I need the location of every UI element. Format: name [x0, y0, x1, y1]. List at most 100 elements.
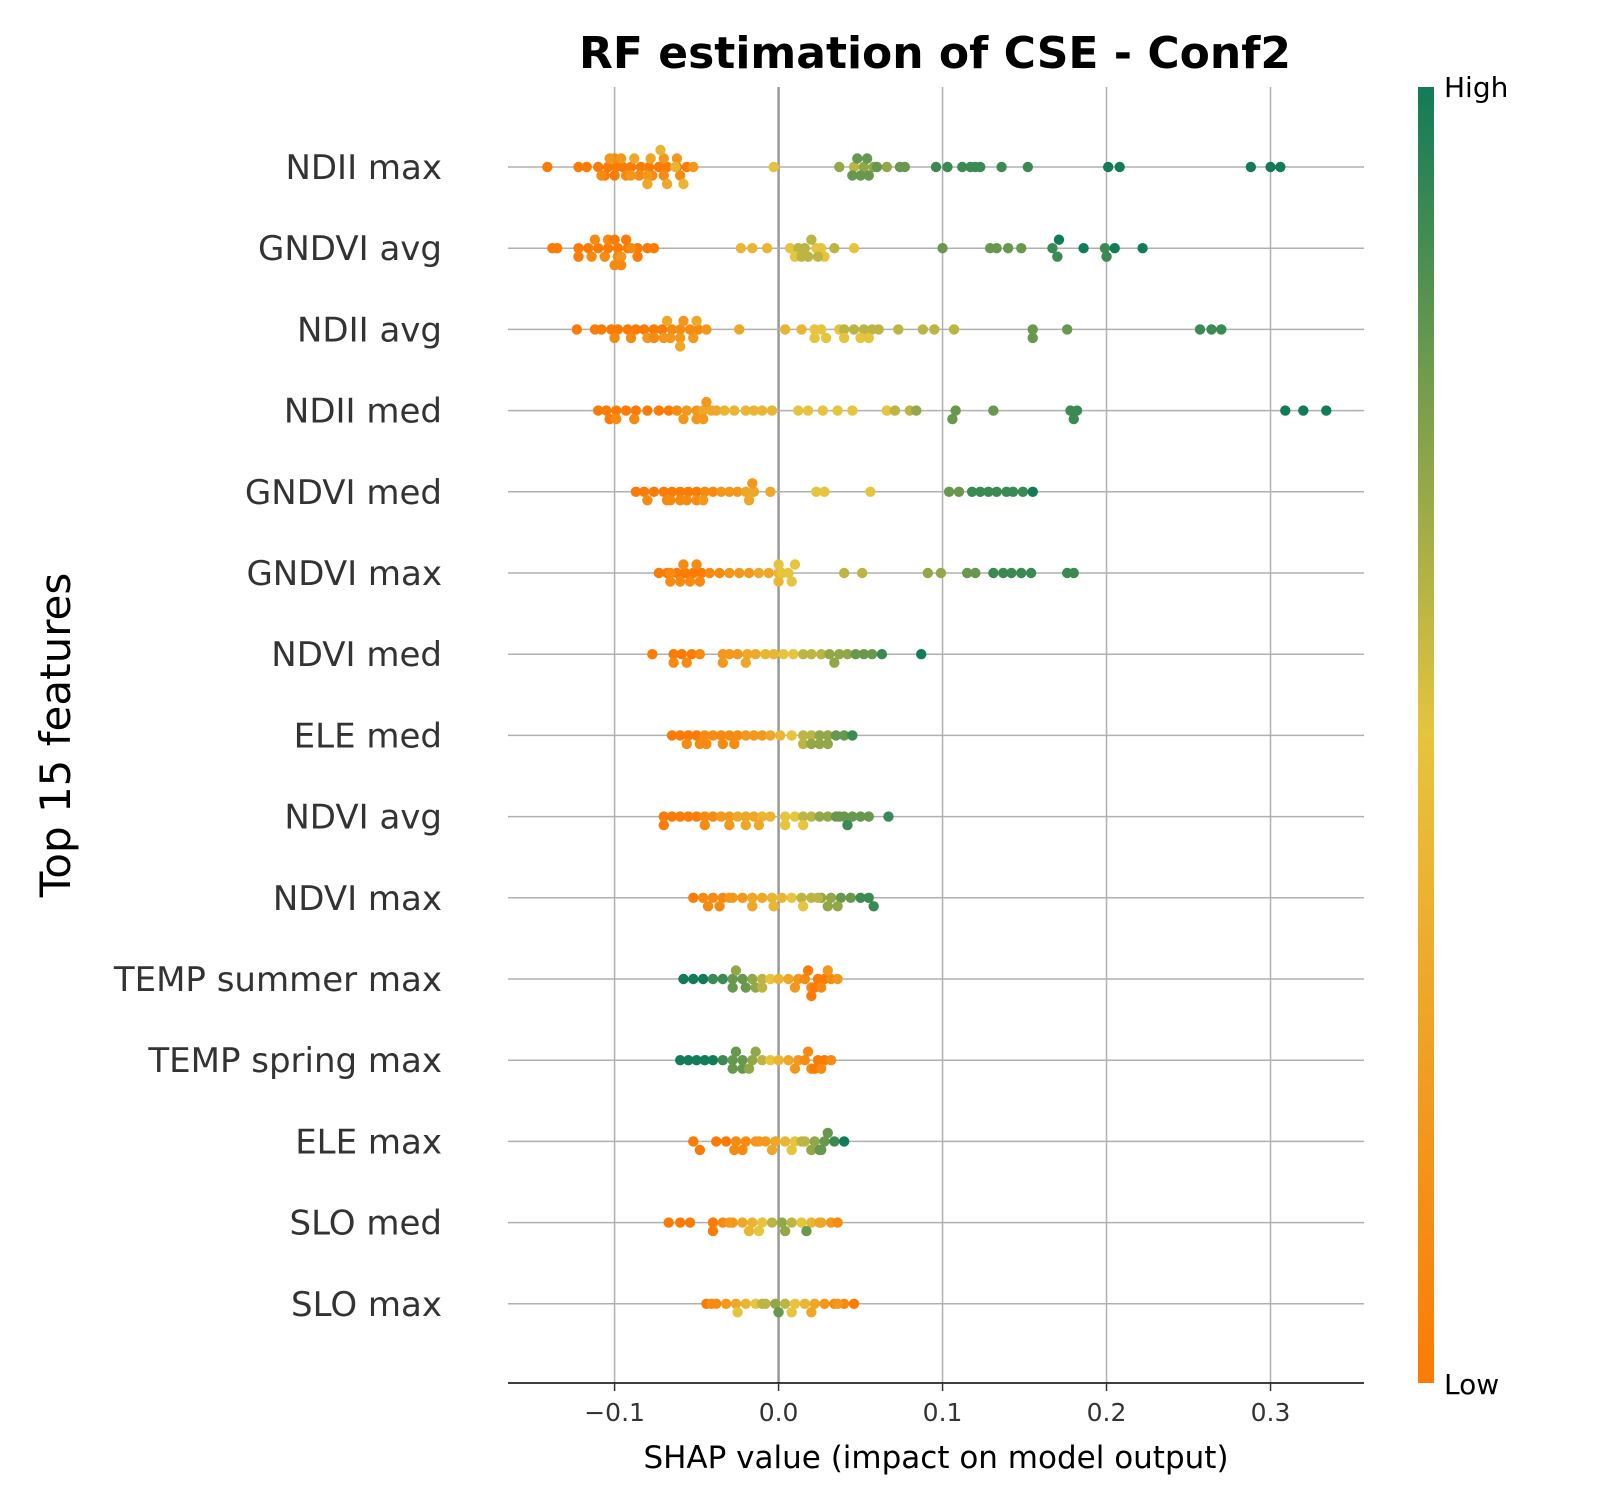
- shap-point: [715, 730, 727, 741]
- shap-point: [635, 161, 647, 173]
- shap-point: [724, 486, 735, 497]
- shap-point: [727, 973, 738, 985]
- shap-point: [848, 1298, 860, 1310]
- shap-point: [699, 811, 710, 822]
- shap-point: [666, 486, 678, 497]
- shap-point: [730, 1298, 742, 1310]
- shap-point: [625, 243, 637, 254]
- shap-point: [1298, 405, 1309, 416]
- shap-point: [855, 332, 866, 344]
- shap-point: [1137, 243, 1148, 254]
- shap-point: [863, 892, 874, 903]
- shap-point: [779, 324, 791, 335]
- shap-point: [793, 405, 804, 416]
- shap-point: [715, 811, 727, 822]
- shap-point: [630, 324, 642, 335]
- shap-point: [583, 243, 594, 254]
- shap-point: [802, 1046, 814, 1057]
- shap-point: [599, 251, 610, 262]
- shap-point: [625, 170, 637, 181]
- shap-point: [648, 332, 660, 344]
- feature-label: NDVI max: [273, 879, 442, 919]
- shap-point: [665, 495, 676, 506]
- shap-point: [747, 478, 758, 489]
- shap-point: [753, 567, 765, 579]
- shap-point: [737, 892, 748, 903]
- feature-label: ELE med: [294, 716, 442, 756]
- shap-point: [674, 730, 686, 741]
- shap-point: [806, 811, 817, 822]
- shap-point: [834, 161, 845, 173]
- shap-point: [929, 324, 940, 335]
- shap-point: [727, 1063, 738, 1074]
- shap-point: [674, 1055, 686, 1066]
- shap-point: [697, 405, 709, 416]
- shap-point: [786, 892, 797, 903]
- x-tick-label: 0.3: [1251, 1398, 1291, 1427]
- shap-point: [855, 811, 866, 822]
- shap-point: [747, 892, 758, 903]
- shap-point: [678, 315, 689, 327]
- shap-point: [756, 1055, 768, 1066]
- shap-point: [825, 892, 837, 903]
- shap-point: [842, 819, 853, 831]
- shap-point: [847, 170, 858, 181]
- shap-point: [806, 738, 817, 750]
- shap-point: [806, 990, 817, 1002]
- shap-point: [699, 486, 710, 497]
- shap-point: [612, 324, 624, 335]
- shap-point: [796, 892, 807, 903]
- shap-point: [761, 243, 773, 254]
- shap-point: [1114, 161, 1125, 173]
- feature-label: NDII med: [284, 392, 442, 432]
- shap-point: [784, 243, 796, 254]
- shap-point: [674, 1217, 686, 1228]
- shap-point: [883, 811, 894, 822]
- shap-point: [881, 161, 893, 173]
- shap-point: [678, 559, 689, 570]
- shap-point: [737, 1217, 748, 1228]
- shap-point: [1027, 332, 1038, 344]
- shap-point: [658, 170, 669, 181]
- shap-point: [988, 405, 999, 416]
- shap-point: [865, 486, 876, 497]
- x-axis-label: SHAP value (impact on model output): [643, 1440, 1228, 1476]
- shap-point: [707, 973, 719, 985]
- feature-label: GNDVI med: [245, 473, 442, 513]
- shap-point: [1068, 413, 1079, 425]
- shap-point: [858, 649, 870, 660]
- shap-point: [950, 405, 961, 416]
- shap-point: [674, 576, 686, 587]
- shap-point: [670, 161, 681, 173]
- shap-point: [765, 811, 776, 822]
- shap-point: [1007, 486, 1019, 497]
- shap-point: [1194, 324, 1206, 335]
- shap-point: [638, 486, 650, 497]
- shap-point: [684, 1217, 696, 1228]
- shap-point: [983, 486, 994, 497]
- shap-point: [743, 1225, 755, 1237]
- shap-point: [604, 153, 615, 164]
- shap-point: [668, 649, 679, 660]
- shap-point: [857, 567, 868, 579]
- shap-point: [720, 1298, 732, 1310]
- shap-point: [814, 730, 825, 741]
- shap-point: [838, 1136, 850, 1147]
- shap-point: [756, 973, 768, 985]
- shap-point: [711, 405, 722, 416]
- shap-point: [729, 405, 740, 416]
- shap-point: [665, 567, 676, 579]
- shap-point: [740, 730, 751, 741]
- shap-point: [766, 405, 778, 416]
- shap-point: [671, 405, 683, 416]
- shap-point: [1102, 161, 1114, 173]
- shap-point: [668, 657, 679, 668]
- shap-point: [876, 649, 888, 660]
- shap-point: [629, 153, 640, 164]
- shap-point: [691, 559, 702, 570]
- shap-point: [838, 332, 850, 344]
- shap-point: [622, 324, 633, 335]
- shap-point: [666, 730, 678, 741]
- shap-point: [686, 649, 697, 660]
- shap-point: [724, 567, 735, 579]
